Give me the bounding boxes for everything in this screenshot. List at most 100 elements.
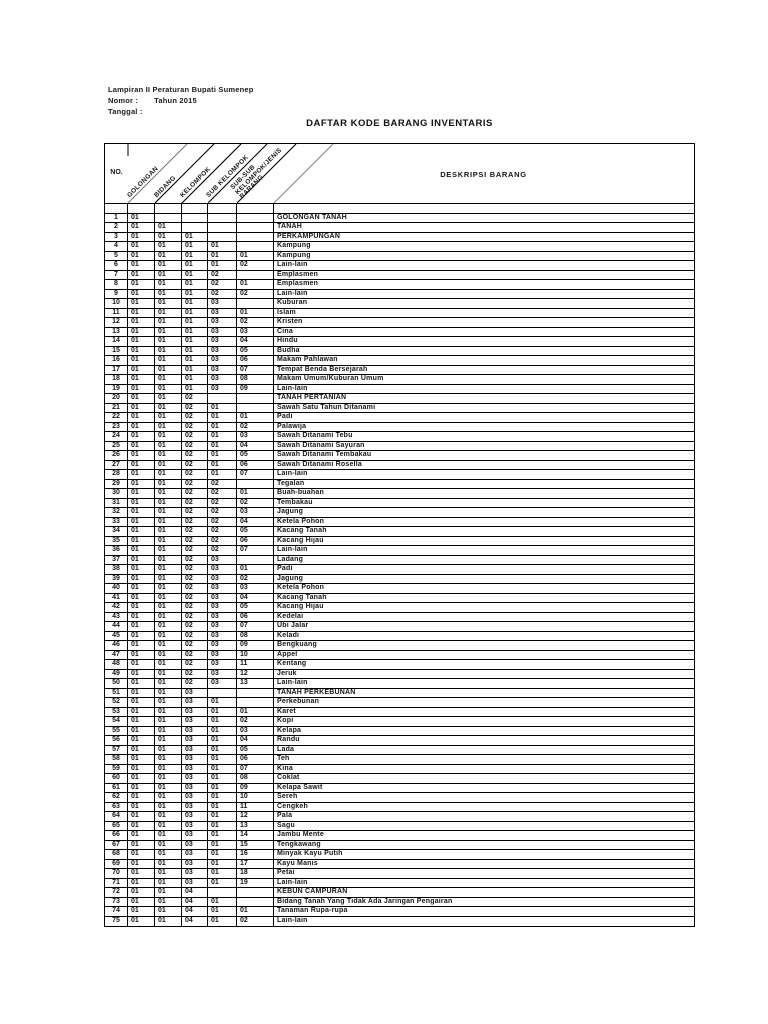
sub-kelompok-code-cell: 02 bbox=[208, 517, 237, 526]
description-cell: Lain-lain bbox=[277, 384, 308, 392]
golongan-code-cell: 01 bbox=[128, 726, 155, 735]
table-row: 4 01 01 01 01 Kampung bbox=[105, 242, 694, 252]
sub-kelompok-code-cell bbox=[208, 688, 237, 697]
description-cell: TANAH bbox=[277, 223, 302, 231]
sub-sub-kelompok-code-cell bbox=[237, 555, 274, 564]
sub-kelompok-code-cell: 02 bbox=[208, 289, 237, 298]
kelompok-code-cell: 01 bbox=[182, 251, 208, 260]
kelompok-code-cell: 01 bbox=[182, 289, 208, 298]
table-row: 70 01 01 03 01 18 Petai bbox=[105, 869, 694, 879]
kelompok-code-cell: 01 bbox=[182, 327, 208, 336]
sub-sub-kelompok-code-cell: 01 bbox=[237, 707, 274, 716]
sub-sub-kelompok-code-cell: 01 bbox=[237, 413, 274, 422]
row-number-cell: 68 bbox=[105, 850, 128, 859]
description-cell: Padi bbox=[277, 413, 293, 421]
sub-kelompok-code-cell: 01 bbox=[208, 441, 237, 450]
description-cell: Lain-lain bbox=[277, 546, 308, 554]
description-cell bbox=[274, 204, 694, 213]
table-row: 66 01 01 03 01 14 Jambu Mente bbox=[105, 831, 694, 841]
row-number-cell: 72 bbox=[105, 888, 128, 897]
bidang-code-cell: 01 bbox=[155, 470, 182, 479]
kelompok-code-cell: 02 bbox=[182, 631, 208, 640]
description-cell: Kampung bbox=[277, 251, 311, 259]
sub-kelompok-code-cell bbox=[208, 223, 237, 232]
row-number-cell: 57 bbox=[105, 745, 128, 754]
table-row: 57 01 01 03 01 05 Lada bbox=[105, 745, 694, 755]
bidang-code-cell: 01 bbox=[155, 688, 182, 697]
bidang-code-cell: 01 bbox=[155, 821, 182, 830]
table-row: 34 01 01 02 02 05 Kacang Tanah bbox=[105, 527, 694, 537]
kelompok-code-cell: 02 bbox=[182, 479, 208, 488]
row-number-cell: 8 bbox=[105, 280, 128, 289]
kelompok-code-cell: 01 bbox=[182, 384, 208, 393]
table-row: 68 01 01 03 01 16 Minyak Kayu Putih bbox=[105, 850, 694, 860]
golongan-code-cell: 01 bbox=[128, 774, 155, 783]
bidang-code-cell: 01 bbox=[155, 346, 182, 355]
row-number-cell: 28 bbox=[105, 470, 128, 479]
sub-sub-kelompok-code-cell: 04 bbox=[237, 441, 274, 450]
kelompok-code-cell: 01 bbox=[182, 308, 208, 317]
sub-sub-kelompok-code-cell: 06 bbox=[237, 612, 274, 621]
golongan-code-cell: 01 bbox=[128, 916, 155, 926]
table-row: 43 01 01 02 03 06 Kedelai bbox=[105, 612, 694, 622]
golongan-code-cell: 01 bbox=[128, 641, 155, 650]
row-number-cell: 67 bbox=[105, 840, 128, 849]
kelompok-code-cell: 02 bbox=[182, 603, 208, 612]
bidang-code-cell: 01 bbox=[155, 451, 182, 460]
kelompok-code-cell: 03 bbox=[182, 726, 208, 735]
bidang-code-cell: 01 bbox=[155, 850, 182, 859]
kelompok-code-cell: 02 bbox=[182, 622, 208, 631]
sub-sub-kelompok-code-cell: 09 bbox=[237, 641, 274, 650]
bidang-code-cell: 01 bbox=[155, 479, 182, 488]
golongan-code-cell: 01 bbox=[128, 270, 155, 279]
bidang-code-cell: 01 bbox=[155, 831, 182, 840]
table-row: 33 01 01 02 02 04 Ketela Pohon bbox=[105, 517, 694, 527]
sub-sub-kelompok-code-cell: 13 bbox=[237, 821, 274, 830]
golongan-code-cell: 01 bbox=[128, 365, 155, 374]
sub-sub-kelompok-code-cell: 09 bbox=[237, 384, 274, 393]
sub-sub-kelompok-code-cell: 10 bbox=[237, 793, 274, 802]
row-number-cell: 59 bbox=[105, 764, 128, 773]
bidang-code-cell: 01 bbox=[155, 869, 182, 878]
bidang-code-cell: 01 bbox=[155, 916, 182, 926]
sub-sub-kelompok-code-cell: 18 bbox=[237, 869, 274, 878]
sub-sub-kelompok-code-cell bbox=[237, 394, 274, 403]
bidang-code-cell: 01 bbox=[155, 574, 182, 583]
sub-sub-kelompok-code-cell bbox=[237, 223, 274, 232]
sub-sub-kelompok-code-cell: 11 bbox=[237, 802, 274, 811]
sub-sub-kelompok-code-cell bbox=[237, 299, 274, 308]
bidang-code-cell: 01 bbox=[155, 812, 182, 821]
sub-kelompok-code-cell: 02 bbox=[208, 270, 237, 279]
sub-sub-kelompok-code-cell: 02 bbox=[237, 717, 274, 726]
kelompok-code-cell: 03 bbox=[182, 736, 208, 745]
sub-sub-kelompok-code-cell: 01 bbox=[237, 251, 274, 260]
description-cell: PERKAMPUNGAN bbox=[277, 232, 341, 240]
golongan-code-cell: 01 bbox=[128, 840, 155, 849]
table-row: 63 01 01 03 01 11 Cengkeh bbox=[105, 802, 694, 812]
table-row: 37 01 01 02 03 Ladang bbox=[105, 555, 694, 565]
sub-sub-kelompok-code-cell: 01 bbox=[237, 489, 274, 498]
sub-sub-kelompok-code-cell: 01 bbox=[237, 280, 274, 289]
kelompok-code-cell: 03 bbox=[182, 707, 208, 716]
sub-kelompok-code-cell: 01 bbox=[208, 403, 237, 412]
column-header-deskripsi: DESKRIPSI BARANG bbox=[440, 170, 527, 179]
row-number-cell: 62 bbox=[105, 793, 128, 802]
golongan-code-cell: 01 bbox=[128, 907, 155, 916]
sub-kelompok-code-cell: 01 bbox=[208, 821, 237, 830]
table-row: 13 01 01 01 03 03 Cina bbox=[105, 327, 694, 337]
golongan-code-cell: 01 bbox=[128, 736, 155, 745]
sub-sub-kelompok-code-cell: 05 bbox=[237, 346, 274, 355]
bidang-code-cell: 01 bbox=[155, 669, 182, 678]
description-cell: TANAH PERKEBUNAN bbox=[277, 688, 356, 696]
kelompok-code-cell: 03 bbox=[182, 802, 208, 811]
sub-sub-kelompok-code-cell: 07 bbox=[237, 365, 274, 374]
table-header: NO. GOLONGAN BIDANG KELOMPOK SUB KELOMPO… bbox=[105, 144, 694, 204]
description-cell: Kacang Hijau bbox=[277, 603, 324, 611]
kelompok-code-cell: 02 bbox=[182, 432, 208, 441]
sub-sub-kelompok-code-cell: 15 bbox=[237, 840, 274, 849]
sub-kelompok-code-cell: 02 bbox=[208, 479, 237, 488]
sub-kelompok-code-cell: 01 bbox=[208, 774, 237, 783]
sub-sub-kelompok-code-cell: 02 bbox=[237, 498, 274, 507]
description-cell: Coklat bbox=[277, 774, 300, 782]
row-number-cell: 38 bbox=[105, 565, 128, 574]
